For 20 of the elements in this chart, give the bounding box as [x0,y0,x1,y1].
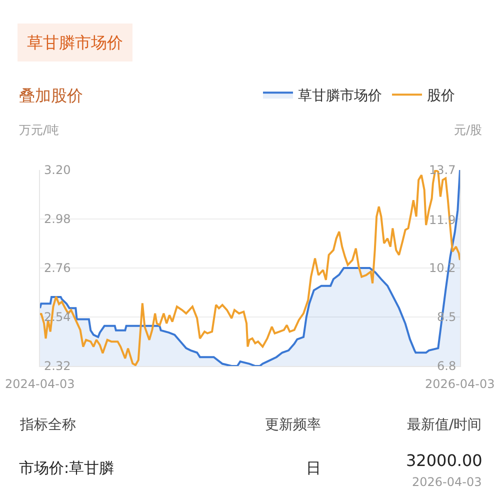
y-tick-label: 2.32 [44,359,71,373]
text: 最新值/时间 [407,417,482,433]
text: 32000.00 [406,451,482,470]
text: 日 [306,459,321,477]
y2-axis-title: 元/股 [454,123,482,137]
x-tick-label: 2024-04-03 [5,377,75,391]
y-tick-label: 2.76 [44,261,71,275]
legend-label: 草甘膦市场价 [298,88,382,104]
y2-tick-label: 13.7 [429,163,456,177]
legend-label: 股价 [427,88,455,104]
text: 更新频率 [265,417,321,433]
y2-tick-label: 6.8 [437,359,456,373]
text: 指标全称 [19,417,76,433]
y-axis-title: 万元/吨 [19,123,60,137]
y-tick-label: 2.98 [44,212,71,226]
chart-title: 草甘膦市场价 [27,33,123,52]
chart-subtitle: 叠加股价 [19,86,83,105]
text: 2026-04-03 [412,475,482,489]
y-tick-label: 3.20 [44,163,71,177]
text: 市场价:草甘膦 [19,459,114,477]
